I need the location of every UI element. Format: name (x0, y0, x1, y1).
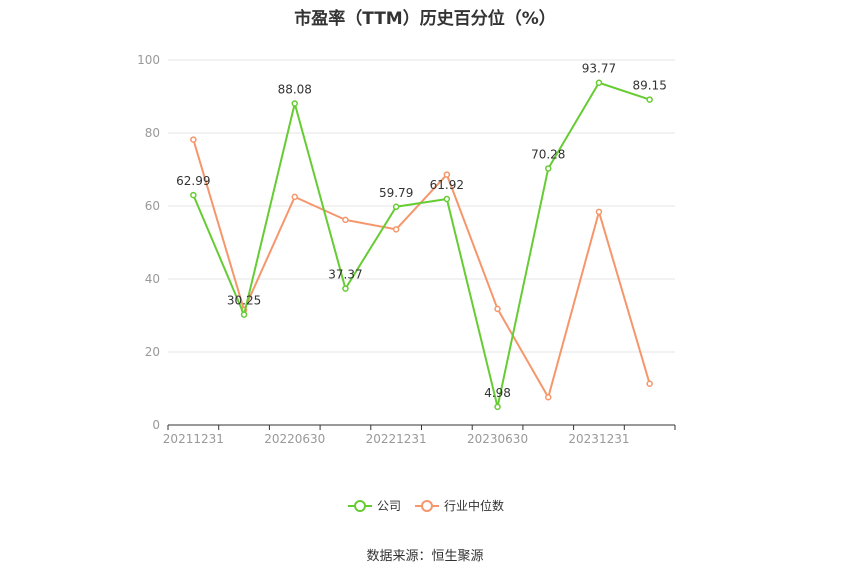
data-label: 61.92 (430, 178, 464, 192)
data-point (392, 226, 400, 233)
y-tick-label: 80 (145, 126, 160, 140)
data-point (494, 403, 501, 411)
data-point (342, 216, 349, 224)
data-label: 93.77 (582, 62, 616, 76)
data-source: 数据来源：恒生聚源 (366, 549, 484, 564)
data-label: 59.79 (379, 186, 413, 200)
data-point (291, 193, 298, 201)
data-point (545, 394, 552, 401)
data-point (190, 136, 197, 143)
data-point (595, 208, 603, 216)
data-point (190, 191, 197, 199)
data-label: 37.37 (328, 268, 362, 282)
x-tick-label: 20211231 (163, 432, 224, 446)
data-point (443, 195, 451, 203)
data-label: 30.25 (227, 294, 261, 308)
x-tick-label: 20220630 (264, 432, 325, 446)
series (190, 79, 653, 411)
series-line-industry (192, 139, 651, 399)
legend-label: 公司 (377, 499, 401, 513)
series-line-company (192, 81, 650, 408)
data-point (443, 171, 451, 178)
y-tick-label: 20 (145, 345, 160, 359)
data-point (646, 96, 653, 103)
legend-label: 行业中位数 (444, 498, 504, 513)
x-tick-label: 20231231 (568, 432, 629, 446)
legend-company: 公司 (348, 499, 401, 513)
y-tick-label: 60 (145, 199, 160, 213)
data-point (545, 165, 552, 172)
data-point (342, 285, 349, 292)
y-tick-label: 40 (145, 272, 160, 286)
legend-marker (421, 500, 433, 512)
y-tick-label: 0 (152, 418, 160, 432)
y-tick-label: 100 (137, 53, 160, 67)
data-label: 89.15 (632, 79, 666, 93)
data-point (240, 311, 248, 318)
x-tick-label: 20221231 (366, 432, 427, 446)
data-point (392, 203, 400, 211)
axes: 0 20 40 60 80 100 20211231 20220630 20221231 2023… (137, 53, 676, 446)
data-label: 4.98 (484, 386, 511, 400)
data-point (494, 305, 501, 313)
data-point (291, 100, 298, 107)
legend-industry: 行业中位数 (415, 498, 504, 513)
grid-lines (168, 59, 675, 353)
x-tick-label: 20230630 (467, 432, 528, 446)
legend-marker (354, 500, 366, 512)
legend: 公司 行业中位数 (348, 498, 504, 513)
data-labels: 62.99 30.25 88.08 37.37 59.79 61.92 4.98 70.28 9… (176, 62, 667, 400)
data-label: 70.28 (531, 147, 565, 161)
chart-title: 市盈率（TTM）历史百分位（%） (294, 9, 556, 29)
data-point (595, 79, 603, 86)
data-label: 88.08 (278, 83, 312, 97)
data-label: 62.99 (176, 174, 210, 188)
data-point (646, 380, 653, 388)
